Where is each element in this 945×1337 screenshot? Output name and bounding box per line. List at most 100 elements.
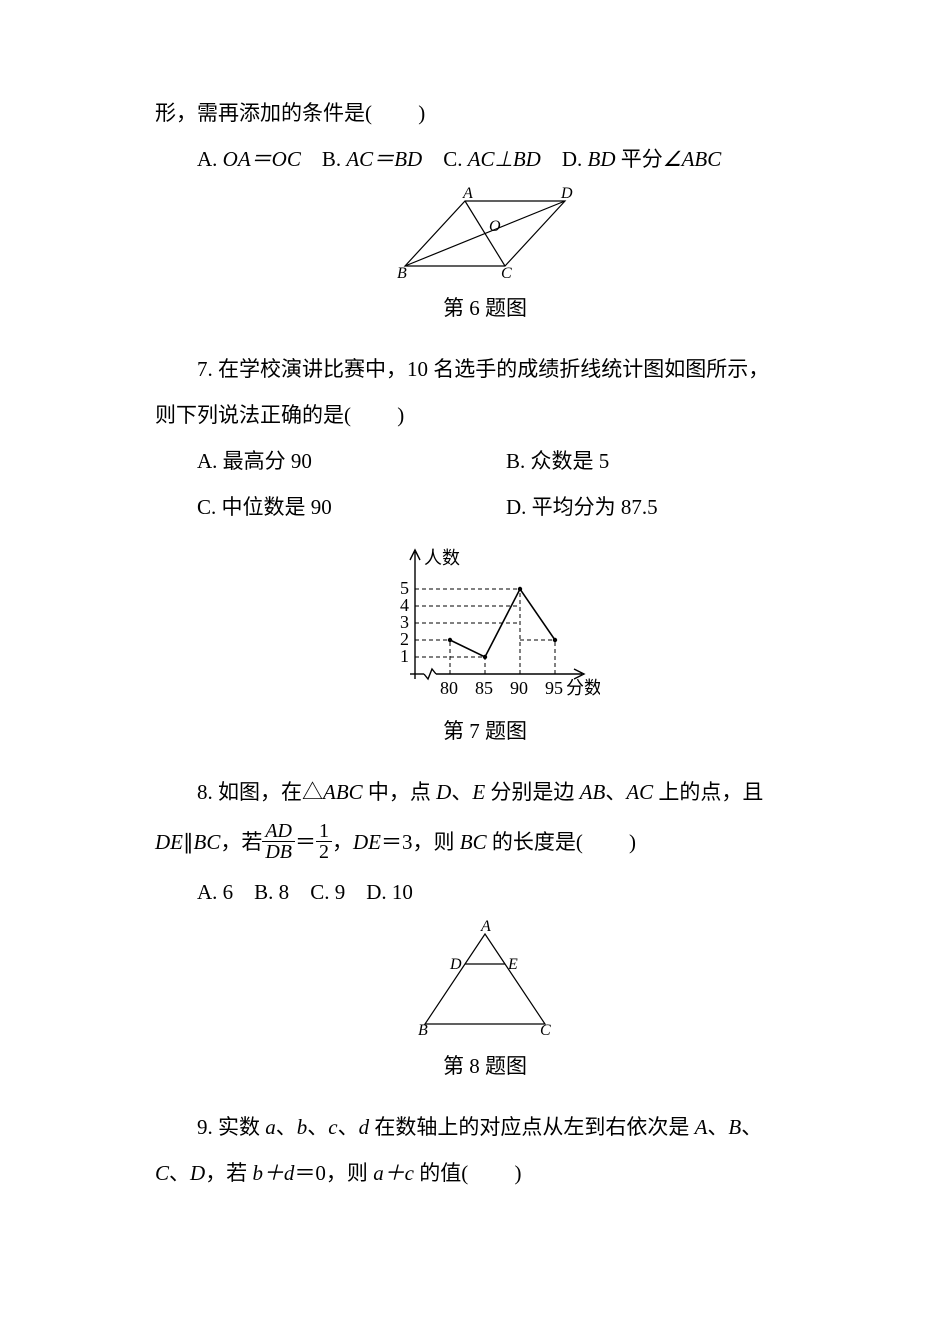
q8-stem-line1: 8. 如图，在△ABC 中，点 D、E 分别是边 AB、AC 上的点，且 (155, 769, 815, 815)
q7-chart-svg: 人数 分数 1 2 3 4 5 80 85 90 95 (370, 534, 600, 704)
q8-opt-b: B. 8 (254, 880, 289, 904)
q8-D: D (436, 780, 451, 804)
q8-diagram-svg: A B C D E (410, 919, 560, 1039)
q7-yt-4: 4 (400, 595, 409, 615)
q7-caption: 第 7 题图 (155, 708, 815, 754)
q7-opt-d: D. 平均分为 87.5 (506, 484, 815, 530)
q9-s2: 、 (307, 1115, 328, 1139)
q7-stem-line1: 7. 在学校演讲比赛中，10 名选手的成绩折线统计图如图所示， (155, 346, 815, 392)
q8-par: ∥ (183, 830, 194, 854)
q6-stem: 形，需再添加的条件是() (155, 90, 815, 136)
q9-D: D (190, 1161, 205, 1185)
q9-c: c (328, 1115, 337, 1139)
q7-xt-90: 90 (510, 678, 528, 698)
q8-label-A: A (480, 919, 491, 935)
q6-opt-c-math: AC⊥BD (468, 147, 541, 171)
q6-opt-b-math: AC＝BD (346, 147, 422, 171)
q7-xt-95: 95 (545, 678, 563, 698)
q7-xt-80: 80 (440, 678, 458, 698)
q8-AB: AB (580, 780, 606, 804)
q9-B: B (728, 1115, 741, 1139)
q6-label-C: C (501, 265, 512, 281)
q8-DE: DE (155, 830, 183, 854)
q8-frac2-den: 2 (316, 842, 332, 862)
q7-stem-line2-wrap: 则下列说法正确的是() (155, 392, 815, 438)
q9-line1: 9. 实数 a、b、c、d 在数轴上的对应点从左到右依次是 A、B、 (155, 1104, 815, 1150)
q8-eq: ＝ (295, 830, 316, 854)
q8-label-B: B (418, 1022, 428, 1039)
q8-after: ， (332, 830, 353, 854)
q7-xlabel: 分数 (566, 678, 600, 698)
q9-b: b (297, 1115, 308, 1139)
q6-stem-text: 形，需再添加的条件是( (155, 101, 372, 125)
q8-BC2: BC (460, 830, 487, 854)
q8-frac1: ADDB (262, 821, 295, 862)
q8-label-D: D (449, 956, 462, 973)
q6-opt-c-pre: C. (443, 147, 468, 171)
q6-label-O: O (489, 218, 501, 235)
q7-xt-85: 85 (475, 678, 493, 698)
q8-eq2: ＝3，则 (381, 830, 460, 854)
q8-frac2-num: 1 (316, 821, 332, 842)
q8-s2: 、 (605, 780, 626, 804)
q9-s6: 、 (169, 1161, 190, 1185)
q8-opt-d: D. 10 (366, 880, 413, 904)
q7-ylabel: 人数 (424, 548, 460, 568)
q7-opt-c: C. 中位数是 90 (197, 484, 506, 530)
q8-opt-a: A. 6 (197, 880, 233, 904)
q8-frac1-den: DB (262, 842, 295, 862)
q8-AC: AC (626, 780, 653, 804)
q8-tail: 的长度是( (487, 830, 583, 854)
q9-a: a (265, 1115, 276, 1139)
q9-p3b: 的值( (414, 1161, 468, 1185)
q8-close: ) (629, 830, 636, 854)
q6-diagram-svg: A D B C O (395, 186, 575, 281)
q9-s3: 、 (338, 1115, 359, 1139)
q8-label-C: C (540, 1022, 551, 1039)
q9-line2: C、D，若 b＋d＝0，则 a＋c 的值() (155, 1150, 815, 1196)
exam-page: 形，需再添加的条件是() A. OA＝OC B. AC＝BD C. AC⊥BD … (0, 0, 945, 1286)
q9-bd: b＋d (252, 1161, 294, 1185)
q6-opt-d-pre: D. (562, 147, 588, 171)
q8-label-E: E (507, 956, 518, 973)
q6-label-B: B (397, 265, 407, 281)
q9-p1b: ，若 (205, 1161, 252, 1185)
q7-opt-b: B. 众数是 5 (506, 438, 815, 484)
q9-p1: 9. 实数 (197, 1115, 265, 1139)
q8-p1: 8. 如图，在△ (197, 780, 323, 804)
q8-figure: A B C D E (155, 919, 815, 1039)
q6-opt-b-pre: B. (322, 147, 347, 171)
q8-options: A. 6 B. 8 C. 9 D. 10 (155, 869, 815, 915)
q8-E: E (472, 780, 485, 804)
q8-p2: 中，点 (363, 780, 437, 804)
q9-s1: 、 (276, 1115, 297, 1139)
q9-A: A (695, 1115, 708, 1139)
q8-comma: ，若 (220, 830, 262, 854)
q6-stem-tail: ) (418, 101, 425, 125)
q9-p2b: ＝0，则 (294, 1161, 373, 1185)
q8-ABC: ABC (323, 780, 363, 804)
q8-DE2: DE (353, 830, 381, 854)
q6-options: A. OA＝OC B. AC＝BD C. AC⊥BD D. BD 平分∠ABC (155, 136, 815, 182)
q7-stem-tail: ) (397, 403, 404, 427)
q6-opt-a-pre: A. (197, 147, 223, 171)
q9-p2: 在数轴上的对应点从左到右依次是 (369, 1115, 695, 1139)
q8-p3: 分别是边 (485, 780, 580, 804)
q6-opt-d-right: ∠ABC (663, 147, 722, 171)
q6-caption: 第 6 题图 (155, 285, 815, 331)
q8-p4: 上的点，且 (653, 780, 763, 804)
q8-BC: BC (194, 830, 221, 854)
q7-options-row1: A. 最高分 90 B. 众数是 5 (197, 438, 815, 484)
q6-opt-d-mid: 平分 (616, 147, 663, 171)
q6-opt-a-math: OA＝OC (223, 147, 301, 171)
q7-options-row2: C. 中位数是 90 D. 平均分为 87.5 (197, 484, 815, 530)
q9-C: C (155, 1161, 169, 1185)
q8-frac2: 12 (316, 821, 332, 862)
q7-yt-2: 2 (400, 629, 409, 649)
q9-s4: 、 (707, 1115, 728, 1139)
q7-yt-3: 3 (400, 612, 409, 632)
q8-stem-line2: DE∥BC，若ADDB＝12，DE＝3，则 BC 的长度是() (155, 815, 815, 870)
q7-yt-5: 5 (400, 578, 409, 598)
q7-yt-1: 1 (400, 646, 409, 666)
q9-d: d (359, 1115, 370, 1139)
